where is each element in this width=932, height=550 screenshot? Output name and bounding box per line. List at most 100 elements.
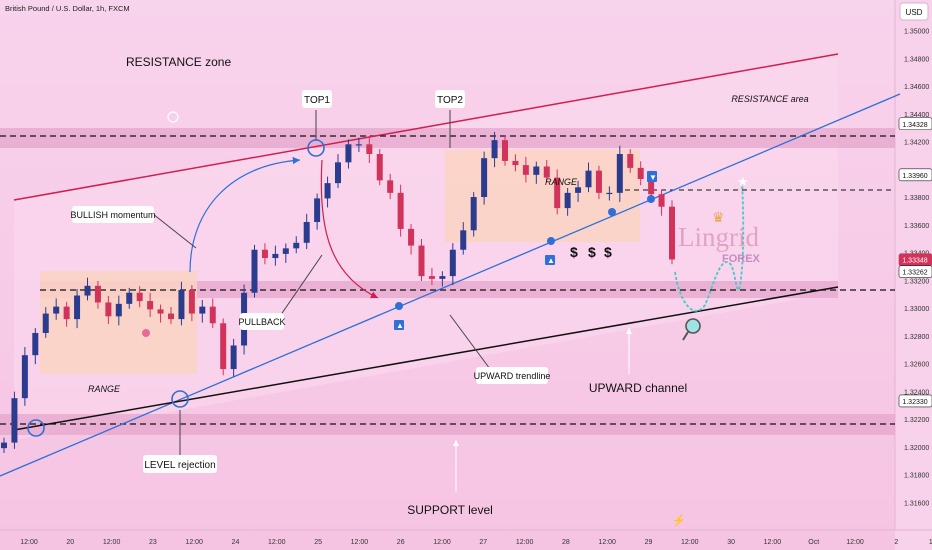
price-tick-label: 1.33000 (904, 306, 929, 313)
magnifier-icon[interactable] (685, 318, 701, 334)
candle-body (376, 154, 383, 181)
pullback-pointer (277, 254, 323, 320)
candle-body (533, 166, 540, 175)
candle-body (606, 192, 613, 195)
candle-body (627, 154, 634, 168)
candle-body (324, 183, 331, 199)
candle-body (408, 228, 415, 246)
forecast-star-icon: ★ (737, 174, 749, 189)
price-level-label: 1.33960 (902, 173, 927, 180)
candle-body (470, 197, 477, 231)
candle-body (491, 140, 498, 159)
price-tick-label: 1.31600 (904, 500, 929, 507)
candle-body (84, 285, 91, 296)
time-axis[interactable]: 12:00 20 12:00 23 12:00 24 12:00 25 12:00 26 12:00… (20, 539, 932, 546)
bullish-pointer (152, 213, 197, 249)
upward-trendline (0, 93, 901, 477)
time-tick-label: 12:00 (846, 539, 864, 546)
candle-body (637, 167, 644, 179)
candle-body (554, 177, 561, 209)
candle-body (126, 292, 133, 304)
candle-body (188, 289, 195, 314)
candle-body (564, 192, 571, 209)
price-tick-label: 1.33800 (904, 195, 929, 202)
candle-body (63, 306, 70, 320)
price-tick-label: 1.34800 (904, 56, 929, 63)
price-level-label: 1.34328 (902, 122, 927, 129)
price-tick-label: 1.32800 (904, 334, 929, 341)
candle-body (481, 158, 488, 198)
top2-label: TOP2 (435, 90, 465, 108)
range-right-text: RANGE (545, 177, 578, 187)
time-tick-label: Oct (808, 539, 819, 546)
candle-body (355, 144, 362, 146)
candle-body (585, 170, 592, 188)
candle-body (595, 170, 602, 193)
candle-body (345, 144, 352, 163)
price-tick-label: 1.32000 (904, 445, 929, 452)
time-tick-label: 12:00 (268, 539, 286, 546)
candlestick-series (1, 131, 675, 453)
candle-body (21, 355, 28, 399)
down-badge (647, 171, 657, 182)
timezone-icon[interactable]: ⚡ (672, 514, 686, 527)
price-tick-label: 1.34600 (904, 84, 929, 91)
currency-button[interactable]: USD (899, 2, 929, 21)
trend-touch-dot-1 (395, 302, 403, 310)
magnifier-handle (682, 331, 689, 341)
price-axis[interactable]: 1.35000 1.34800 1.34600 1.34400 1.34200 1.338… (904, 29, 929, 508)
level-touch-marker-2 (171, 390, 189, 408)
snail-icon (142, 329, 150, 337)
candle-body (105, 302, 112, 317)
candle-body (449, 249, 456, 277)
top1-label: TOP1 (302, 90, 332, 108)
support-level-text: SUPPORT level (407, 503, 493, 517)
up-badge-2 (545, 255, 555, 265)
time-tick-label: 12:00 (516, 539, 534, 546)
range-left-text: RANGE (88, 384, 121, 394)
svg-text:UPWARD trendline: UPWARD trendline (474, 371, 551, 381)
time-tick-label: 12:00 (185, 539, 203, 546)
candle-body (1, 442, 7, 449)
candle-body (335, 162, 341, 184)
target-icon (167, 111, 179, 123)
pullback-label: PULLBACK (238, 313, 286, 330)
resistance-zone-band (0, 128, 895, 148)
price-level-label: 1.32330 (902, 399, 927, 406)
symbol-header[interactable]: British Pound / U.S. Dollar, 1h, FXCM (5, 4, 130, 13)
candle-body (648, 178, 655, 195)
time-tick-label: 12:00 (20, 539, 38, 546)
resistance-area-text: RESISTANCE area (731, 94, 808, 104)
candle-body (460, 230, 467, 250)
time-tick-label: 25 (314, 539, 322, 546)
candle-body (387, 180, 394, 193)
time-tick-label: 26 (397, 539, 405, 546)
candle-body (282, 248, 289, 254)
time-tick-label: 12:00 (929, 539, 932, 546)
time-tick-label: 30 (727, 539, 735, 546)
upward-channel-text: UPWARD channel (589, 381, 687, 395)
candle-body (272, 253, 279, 259)
candle-body (293, 242, 300, 249)
support-zone-band (0, 414, 895, 435)
level-rejection-label: LEVEL rejection (143, 455, 217, 473)
candle-body (32, 332, 39, 356)
resistance-zone-text: RESISTANCE zone (126, 55, 231, 69)
candle-body (397, 192, 404, 229)
svg-text:USD: USD (906, 8, 923, 17)
candle-body (178, 289, 185, 320)
up-badge-1 (394, 320, 404, 330)
dollar-sign-1: $ (570, 244, 578, 260)
price-level-badge (898, 265, 932, 278)
candle-body (147, 301, 154, 310)
forecast-path (674, 181, 745, 312)
price-level-labels: 1.34328 1.33960 1.33348 1.33262 1.32330 (898, 117, 932, 408)
up-badge-2-arrow: ▲ (547, 256, 555, 265)
candle-body (314, 198, 321, 222)
candle-body (42, 313, 49, 333)
candle-body (199, 306, 206, 314)
bullish-momentum-label: BULLISH momentum (70, 206, 156, 223)
price-level-badge (898, 394, 932, 408)
price-tick-label: 1.34200 (904, 140, 929, 147)
